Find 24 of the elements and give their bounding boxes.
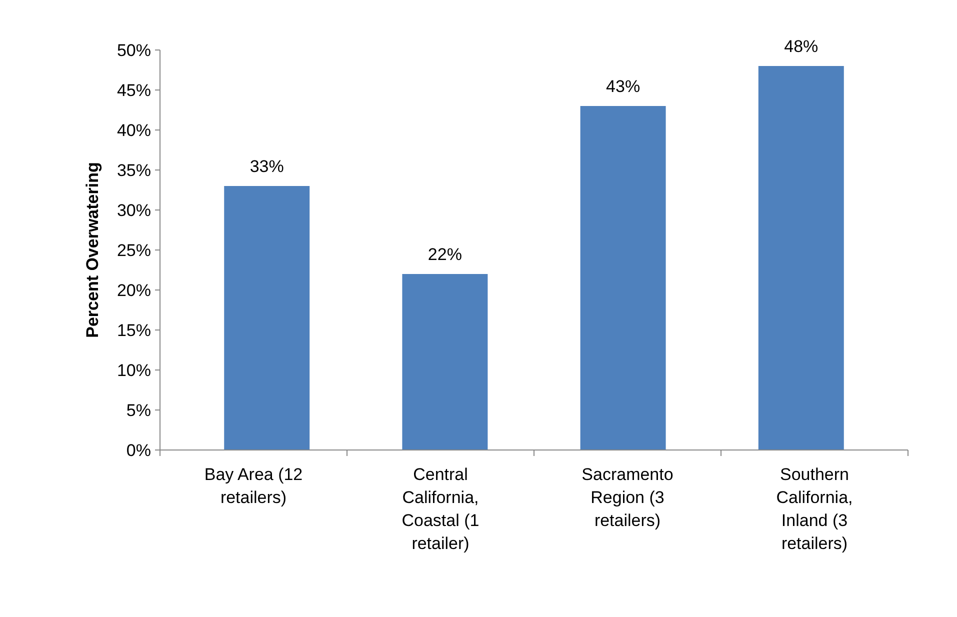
y-tick-label: 10% <box>116 360 151 380</box>
y-tick-label: 25% <box>116 240 151 260</box>
y-tick-label: 15% <box>116 320 151 340</box>
bar <box>402 274 488 450</box>
bar <box>224 186 310 450</box>
x-tick-label: Bay Area (12 retailers) <box>204 465 303 507</box>
data-label: 43% <box>606 77 640 96</box>
x-tick-label: Central California, Coastal (1 retailer) <box>402 465 480 553</box>
y-tick-label: 0% <box>126 440 151 460</box>
y-tick-label: 50% <box>116 40 151 60</box>
data-label: 22% <box>428 245 462 264</box>
data-label: 33% <box>250 157 284 176</box>
bar <box>580 106 666 450</box>
y-tick-label: 40% <box>116 120 151 140</box>
y-axis-title: Percent Overwatering <box>83 162 102 338</box>
x-tick-label: Sacramento Region (3 retailers) <box>582 465 674 530</box>
data-label: 48% <box>784 37 818 56</box>
y-tick-label: 5% <box>126 400 151 420</box>
y-tick-label: 30% <box>116 200 151 220</box>
x-tick-label: Southern California, Inland (3 retailers) <box>776 465 853 553</box>
y-tick-label: 20% <box>116 280 151 300</box>
y-tick-label: 45% <box>116 80 151 100</box>
bar <box>758 66 844 450</box>
y-tick-label: 35% <box>116 160 151 180</box>
